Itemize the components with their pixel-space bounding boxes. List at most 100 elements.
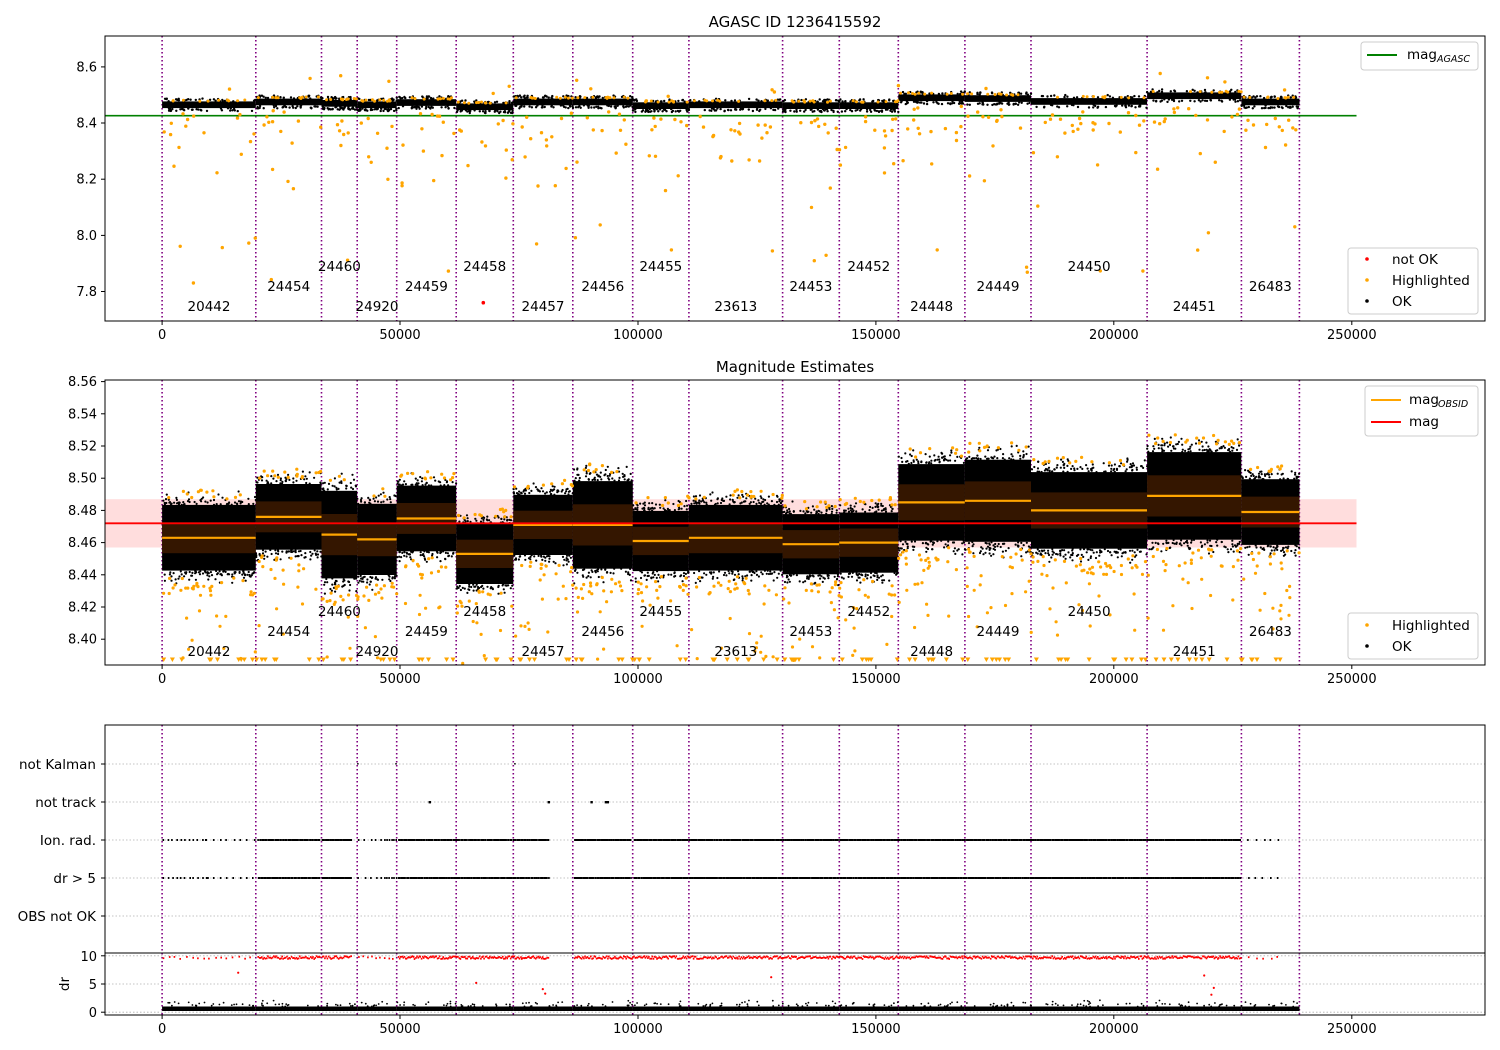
ok-point (472, 583, 475, 586)
highlighted-point (899, 91, 902, 95)
flag-point (1045, 839, 1048, 841)
obsid-label: 26483 (1249, 279, 1292, 295)
highlighted-point (711, 99, 714, 103)
highlighted-point (1045, 574, 1049, 578)
flag-point (439, 839, 441, 841)
highlighted-point (747, 592, 751, 596)
flag-point (473, 839, 476, 841)
ok-point (604, 567, 607, 571)
ok-point (323, 481, 326, 484)
ok-point (524, 558, 527, 561)
below-range-marker (387, 657, 393, 662)
ok-point (551, 485, 554, 488)
ok-point (930, 459, 933, 462)
flag-point (744, 839, 746, 841)
highlighted-point (573, 236, 578, 240)
ok-point (1251, 107, 1255, 110)
ok-point (236, 109, 239, 113)
flag-point (680, 839, 682, 841)
ok-point (876, 506, 879, 509)
ok-point (439, 484, 442, 487)
legend-label-mag: mag (1407, 47, 1437, 63)
flag-point (993, 839, 995, 841)
ok-point (1051, 470, 1054, 473)
ok-point (316, 550, 319, 553)
highlighted-point (624, 142, 628, 146)
ok-point (925, 550, 928, 553)
highlighted-point (853, 496, 857, 500)
ok-point (294, 555, 297, 558)
flag-point (629, 839, 632, 841)
flag-point (1224, 839, 1227, 841)
ok-point (785, 574, 789, 577)
highlighted-point (877, 498, 881, 502)
ok-point (355, 105, 358, 109)
ok-point (990, 554, 993, 557)
highlighted-point (334, 586, 338, 591)
flag-point (546, 839, 548, 841)
highlighted-point (420, 127, 424, 131)
ok-point (231, 109, 234, 112)
highlighted-point (1173, 433, 1177, 437)
ok-point (854, 109, 857, 112)
flag-point (192, 877, 194, 879)
ok-point (374, 577, 377, 580)
ok-point (760, 100, 763, 103)
flag-point (410, 839, 413, 841)
ok-point (766, 569, 769, 572)
highlighted-point (442, 476, 447, 480)
highlighted-point (205, 490, 209, 494)
flag-point (909, 839, 911, 841)
ok-point (331, 97, 335, 101)
ok-point (747, 108, 750, 111)
ok-point (349, 583, 352, 587)
ok-point (772, 579, 775, 582)
highlighted-point (819, 500, 823, 504)
ok-point (472, 589, 475, 592)
ok-point (414, 477, 417, 480)
below-range-marker (983, 657, 989, 662)
ok-point (836, 573, 840, 576)
ok-point (1018, 101, 1021, 104)
ok-point (519, 555, 522, 558)
ok-point (941, 92, 944, 95)
flag-point (1158, 839, 1160, 841)
highlighted-point (540, 562, 544, 567)
ok-point (1240, 104, 1244, 108)
flag-point (167, 877, 170, 879)
flag-point (997, 839, 999, 841)
flag-point (1000, 839, 1002, 841)
flag-point (823, 839, 825, 841)
ok-point (231, 573, 234, 576)
highlighted-point (617, 112, 622, 116)
ok-point (1188, 447, 1191, 450)
flag-point (1035, 839, 1037, 841)
ok-point (265, 479, 268, 482)
highlighted-point (591, 95, 595, 99)
flag-point (180, 839, 183, 841)
ok-point (507, 110, 510, 113)
highlighted-point (996, 446, 1001, 450)
ok-point (851, 571, 854, 575)
ok-point (844, 509, 847, 512)
ok-point (1273, 95, 1277, 99)
highlighted-point (566, 96, 570, 100)
ok-point (816, 108, 820, 111)
ok-points-band (839, 102, 899, 109)
ok-point (351, 487, 355, 491)
ok-point (999, 447, 1002, 451)
highlighted-point (855, 607, 859, 611)
ok-point (1053, 94, 1056, 97)
ok-point (1130, 104, 1134, 108)
ok-point (777, 503, 780, 506)
flag-point (1234, 839, 1236, 841)
flag-point (1070, 839, 1072, 841)
highlighted-point (884, 100, 888, 104)
ok-point (1071, 547, 1074, 551)
ok-point (946, 102, 950, 105)
ok-point (186, 500, 190, 503)
ok-point (673, 575, 676, 578)
ok-point (928, 455, 931, 458)
ok-point (266, 481, 269, 484)
highlighted-point (209, 593, 213, 597)
